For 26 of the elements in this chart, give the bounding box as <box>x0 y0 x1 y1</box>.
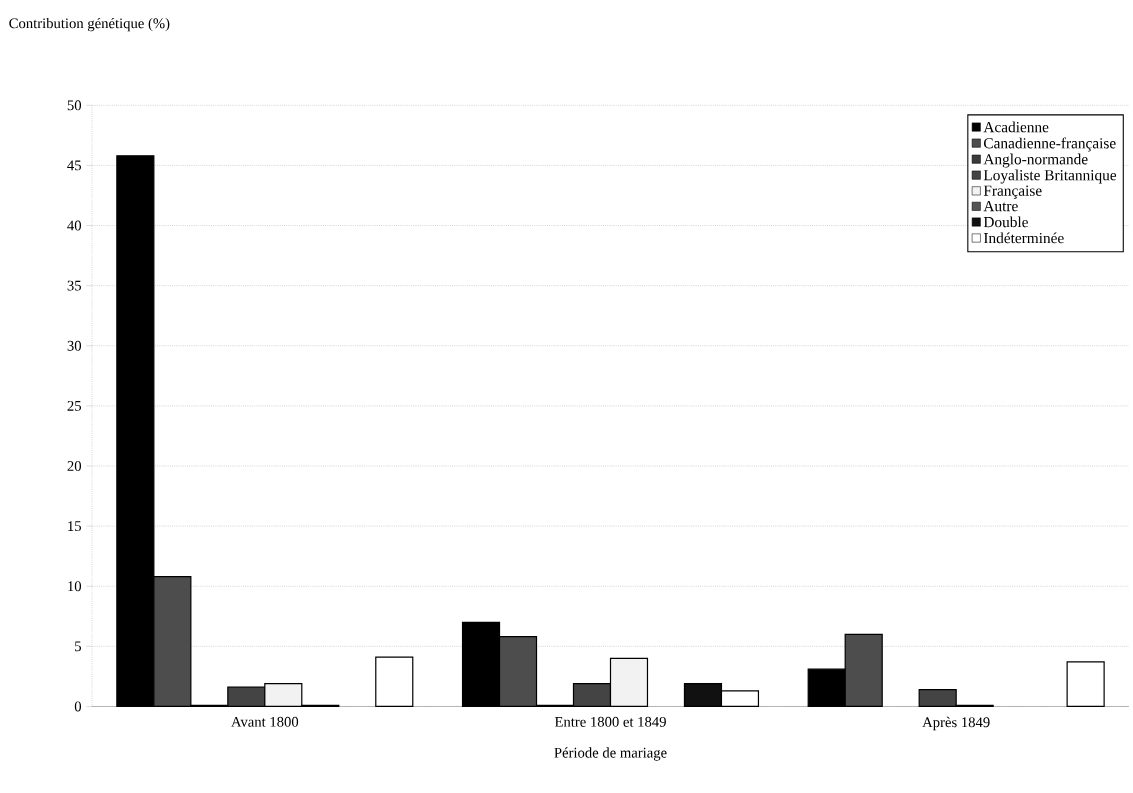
x-tick-label: Après 1849 <box>922 716 990 731</box>
y-tick-label: 25 <box>67 400 81 411</box>
x-tick-label: Entre 1800 et 1849 <box>554 716 666 727</box>
y-axis-title: Contribution génétique (%) <box>9 17 170 32</box>
legend-label: Loyaliste Britannique <box>983 169 1117 184</box>
y-tick-label: 45 <box>67 160 81 171</box>
y-tick-label: 35 <box>67 280 81 291</box>
y-tick-label: 0 <box>74 701 82 712</box>
x-tick-label: Avant 1800 <box>231 716 299 727</box>
legend-label: Indéterminée <box>983 232 1064 244</box>
y-tick-label: 20 <box>67 461 82 471</box>
legend-label: Acadienne <box>983 121 1049 133</box>
y-tick-label: 10 <box>68 581 82 592</box>
legend-label: Canadienne-française <box>984 137 1116 152</box>
y-tick-label: 5 <box>75 641 81 652</box>
legend-label: Anglo-normande <box>983 153 1088 168</box>
legend-label: Double <box>983 216 1028 228</box>
bar <box>1066 661 1105 708</box>
bar <box>375 656 414 708</box>
y-tick-label: 15 <box>68 521 81 531</box>
legend-label: Française <box>983 185 1042 199</box>
y-tick-label: 50 <box>67 100 82 111</box>
legend-label: Autre <box>983 200 1018 212</box>
x-axis-title: Période de mariage <box>554 747 667 761</box>
y-tick-label: 30 <box>67 340 82 351</box>
y-tick-label: 40 <box>67 220 82 231</box>
